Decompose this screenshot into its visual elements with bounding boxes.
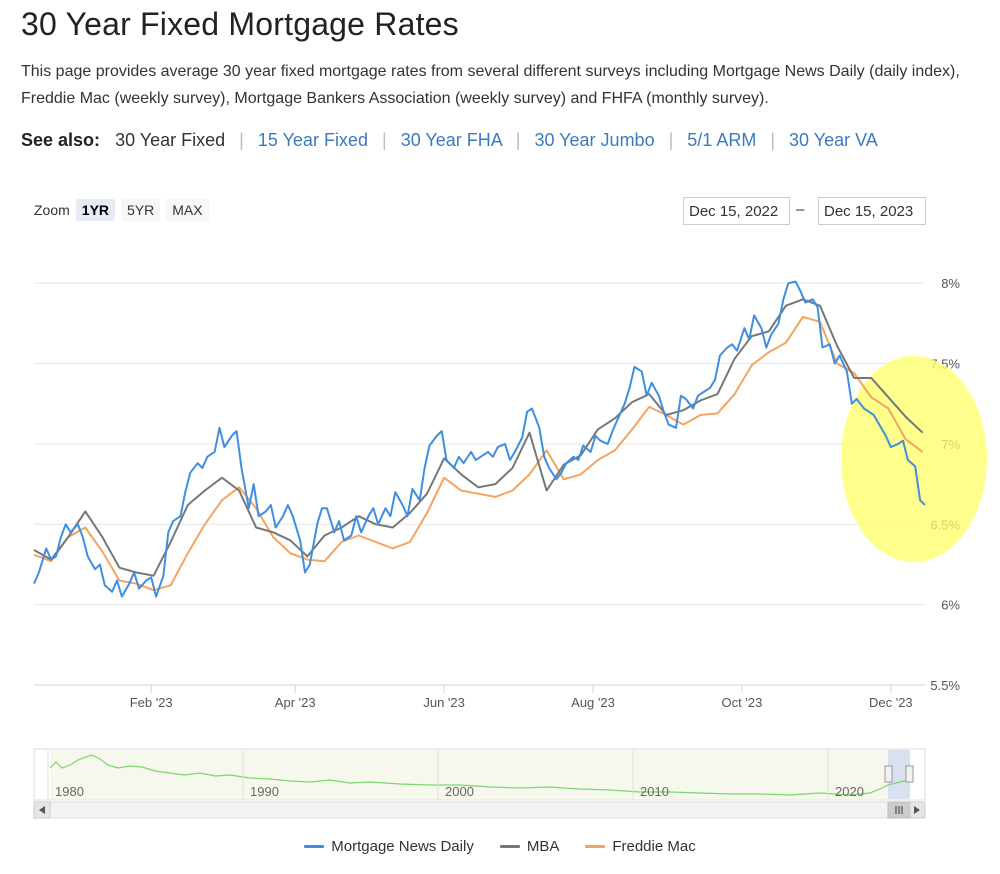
legend-label: Freddie Mac (612, 838, 696, 855)
zoom-max-button[interactable]: MAX (166, 199, 209, 221)
legend-swatch (304, 845, 325, 848)
legend-swatch (499, 845, 520, 848)
freddie-line (33, 315, 924, 592)
scrollbar-track[interactable] (33, 801, 926, 819)
separator: | (668, 130, 674, 150)
link-30-year-fha[interactable]: 30 Year FHA (400, 130, 502, 150)
separator: | (381, 130, 387, 150)
see-also-label: See also: (21, 130, 101, 150)
x-tick-label: Oct '23 (722, 695, 763, 710)
link-5-1-arm[interactable]: 5/1 ARM (687, 130, 757, 150)
page-title: 30 Year Fixed Mortgage Rates (21, 6, 459, 42)
highlight-ellipse (841, 356, 987, 562)
navigator-handle-right[interactable] (905, 765, 914, 783)
legend-item-mba[interactable]: MBA (499, 838, 560, 855)
x-tick-label: Dec '23 (869, 695, 913, 710)
legend-label: MBA (526, 838, 560, 855)
grip-icon (895, 806, 903, 814)
grid-lines (34, 282, 925, 686)
zoom-label: Zoom (34, 202, 70, 218)
arrow-right-icon (914, 806, 920, 814)
legend-item-freddie[interactable]: Freddie Mac (585, 838, 696, 855)
y-tick-label: 8% (941, 276, 960, 291)
page-description: This page provides average 30 year fixed… (21, 63, 960, 107)
mba-line (33, 298, 924, 577)
legend-label: Mortgage News Daily (331, 838, 474, 855)
range-separator: – (796, 201, 805, 218)
x-tick-label: Apr '23 (275, 695, 316, 710)
separator: | (515, 130, 521, 150)
link-30-year-jumbo[interactable]: 30 Year Jumbo (534, 130, 655, 150)
navigator-year-label: 2010 (640, 784, 669, 799)
legend-item-mnd[interactable]: Mortgage News Daily (304, 838, 474, 855)
series-lines (33, 280, 926, 598)
navigator-year-label: 1980 (55, 784, 84, 799)
range-to-input[interactable]: Dec 15, 2023 (818, 197, 926, 225)
navigator-series (49, 754, 911, 796)
zoom-controls: Zoom 1YR 5YR MAX (34, 199, 215, 221)
link-15-year-fixed[interactable]: 15 Year Fixed (257, 130, 368, 150)
y-tick-label: 6% (941, 598, 960, 613)
navigator-handle-left[interactable] (884, 765, 893, 783)
y-tick-label: 5.5% (930, 678, 960, 693)
see-also-current: 30 Year Fixed (115, 130, 226, 150)
link-30-year-va[interactable]: 30 Year VA (789, 130, 878, 150)
range-from-input[interactable]: Dec 15, 2022 (683, 197, 790, 225)
mnd-line (33, 280, 926, 598)
navigator-selection[interactable] (888, 750, 910, 799)
separator: | (770, 130, 776, 150)
x-tick-label: Jun '23 (423, 695, 465, 710)
navigator-year-label: 2000 (445, 784, 474, 799)
navigator-year-label: 2020 (835, 784, 864, 799)
x-axis-labels: Feb '23 Apr '23 Jun '23 Aug '23 Oct '23 Dec '… (130, 685, 913, 710)
see-also-nav: See also: 30 Year Fixed | 15 Year Fixed … (21, 130, 878, 151)
arrow-left-icon (39, 806, 45, 814)
zoom-1yr-button[interactable]: 1YR (75, 199, 116, 221)
separator: | (239, 130, 244, 150)
navigator-year-label: 1990 (250, 784, 279, 799)
x-tick-label: Aug '23 (571, 695, 615, 710)
navigator[interactable]: 1980 1990 2000 2010 2020 (33, 748, 926, 819)
chart-legend: Mortgage News Daily MBA Freddie Mac (0, 838, 1000, 855)
legend-swatch (585, 845, 606, 848)
x-tick-label: Feb '23 (130, 695, 173, 710)
zoom-5yr-button[interactable]: 5YR (121, 199, 161, 221)
